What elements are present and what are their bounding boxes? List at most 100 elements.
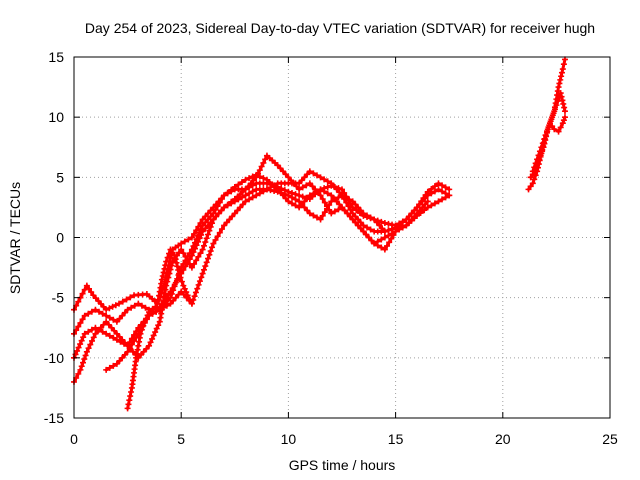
- series-3: [71, 152, 399, 385]
- data-point: [127, 294, 134, 301]
- data-point: [178, 240, 185, 247]
- data-point: [319, 212, 326, 219]
- data-point: [215, 210, 222, 217]
- data-point: [109, 303, 116, 310]
- data-point: [175, 266, 182, 273]
- data-point: [214, 233, 221, 240]
- data-point: [178, 288, 185, 295]
- data-point: [199, 222, 206, 229]
- data-point: [419, 204, 426, 211]
- data-point: [364, 224, 371, 231]
- data-point: [113, 330, 120, 337]
- data-point: [89, 337, 96, 344]
- data-point: [558, 73, 565, 80]
- data-point: [312, 186, 319, 193]
- data-point: [194, 285, 201, 292]
- data-point: [246, 196, 253, 203]
- data-point: [435, 180, 442, 187]
- data-point: [288, 194, 295, 201]
- data-point: [529, 168, 536, 175]
- data-point: [414, 210, 421, 217]
- data-point: [223, 219, 230, 226]
- data-point: [403, 222, 410, 229]
- data-point: [527, 174, 534, 181]
- data-point: [77, 319, 84, 326]
- data-point: [280, 168, 287, 175]
- data-point: [339, 186, 345, 193]
- data-point: [207, 213, 214, 220]
- data-point: [103, 366, 110, 373]
- data-point: [301, 174, 308, 181]
- data-point: [292, 191, 299, 198]
- data-point: [392, 224, 399, 231]
- data-point: [190, 243, 197, 250]
- data-point: [360, 228, 367, 235]
- data-point: [92, 324, 99, 331]
- data-point: [267, 184, 274, 191]
- data-point: [349, 198, 356, 205]
- data-point: [170, 287, 177, 294]
- data-point: [121, 339, 128, 346]
- data-point: [296, 186, 303, 193]
- series-line: [72, 187, 451, 336]
- data-point: [124, 306, 131, 313]
- data-point: [357, 225, 364, 232]
- data-point: [176, 270, 183, 277]
- data-point: [174, 275, 181, 282]
- data-point: [193, 227, 200, 234]
- data-point: [164, 297, 171, 304]
- data-point: [199, 246, 206, 253]
- data-point: [149, 335, 156, 342]
- data-point: [196, 278, 203, 285]
- data-point: [124, 405, 131, 412]
- data-point: [303, 182, 310, 189]
- data-point: [349, 216, 356, 223]
- data-point: [258, 163, 265, 170]
- data-point: [555, 128, 562, 135]
- data-point: [160, 304, 167, 311]
- series-group: [71, 56, 568, 412]
- data-point: [263, 186, 270, 193]
- data-point: [234, 207, 241, 214]
- series-5: [124, 246, 195, 412]
- data-point: [381, 228, 388, 235]
- data-point: [184, 292, 191, 299]
- data-point: [105, 321, 112, 328]
- data-point: [166, 250, 173, 257]
- data-point: [386, 239, 393, 246]
- data-point: [536, 148, 543, 155]
- data-point: [210, 210, 217, 217]
- data-point: [210, 240, 217, 247]
- data-point: [79, 290, 86, 297]
- data-point: [143, 315, 150, 322]
- data-point: [285, 198, 292, 205]
- data-point: [186, 296, 193, 303]
- y-tick-label: 0: [56, 230, 64, 246]
- data-point: [317, 186, 324, 193]
- data-point: [167, 246, 174, 253]
- data-point: [335, 206, 342, 213]
- data-point: [551, 106, 558, 113]
- data-point: [198, 225, 205, 232]
- series-line: [72, 173, 430, 360]
- data-point: [431, 183, 438, 190]
- data-point: [202, 213, 209, 220]
- data-point: [226, 216, 233, 223]
- y-tick-label: 5: [56, 169, 64, 185]
- data-point: [191, 260, 198, 267]
- data-point: [324, 178, 331, 185]
- data-point: [168, 290, 175, 297]
- data-point: [75, 370, 82, 377]
- data-point: [207, 223, 214, 230]
- data-point: [538, 144, 545, 151]
- data-point: [360, 222, 367, 229]
- data-point: [95, 327, 102, 334]
- data-point: [553, 102, 560, 109]
- data-point: [203, 235, 210, 242]
- data-point: [199, 270, 206, 277]
- data-point: [328, 180, 335, 187]
- data-point: [534, 156, 541, 163]
- data-point: [339, 192, 345, 199]
- chart-title: Day 254 of 2023, Sidereal Day-to-day VTE…: [85, 20, 595, 36]
- data-point: [355, 204, 362, 211]
